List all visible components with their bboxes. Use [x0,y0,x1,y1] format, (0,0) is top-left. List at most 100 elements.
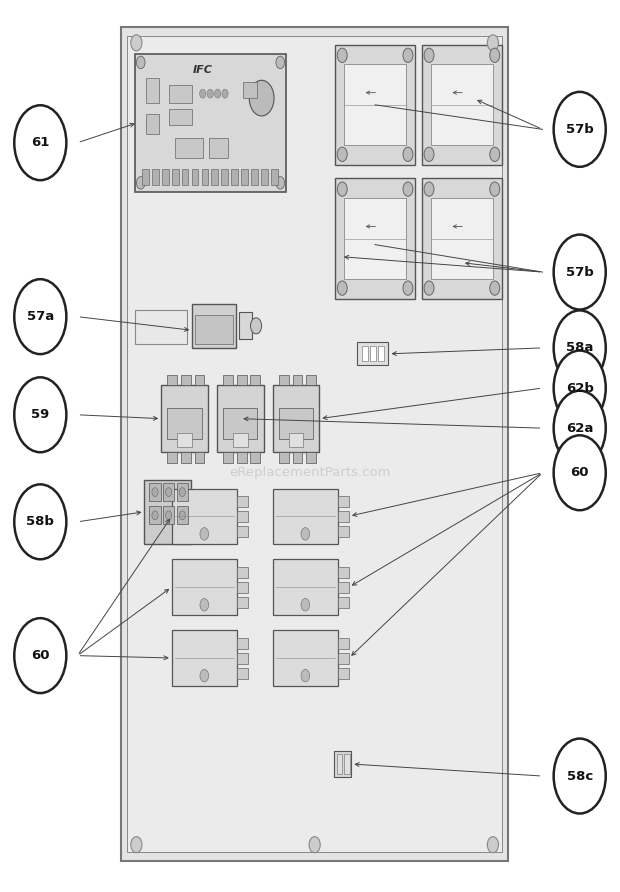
Bar [288,434,303,447]
Bar [237,653,248,664]
Bar [172,489,237,544]
Bar [192,303,236,348]
Text: IFC: IFC [193,64,213,75]
Bar [223,375,233,385]
Text: 58b: 58b [27,516,54,528]
Bar [161,385,208,452]
Circle shape [200,669,208,681]
Text: 57b: 57b [566,123,593,136]
Bar [237,511,248,523]
Circle shape [276,56,285,69]
Circle shape [152,511,158,520]
Text: 62a: 62a [566,422,593,434]
Circle shape [301,528,310,541]
Bar [338,496,349,508]
Bar [338,511,349,523]
Circle shape [215,89,221,98]
Bar [135,310,187,343]
Bar [237,452,247,463]
Bar [177,483,188,501]
Bar [271,169,278,185]
Circle shape [490,48,500,62]
Bar [127,36,502,852]
Bar [231,169,238,185]
Bar [169,85,192,103]
Circle shape [14,618,66,693]
Bar [162,169,169,185]
Bar [217,385,264,452]
Circle shape [179,511,185,520]
Circle shape [301,669,310,681]
Bar [202,169,208,185]
Bar [237,526,248,537]
Bar [149,507,161,524]
Bar [172,169,179,185]
Circle shape [403,182,413,196]
Bar [243,82,257,98]
Bar [241,169,248,185]
Bar [344,755,350,773]
Circle shape [554,92,606,167]
Circle shape [554,235,606,310]
Circle shape [554,435,606,510]
Bar [273,489,338,544]
Circle shape [166,488,172,497]
Circle shape [554,351,606,425]
Circle shape [14,377,66,452]
Bar [237,567,248,578]
Bar [237,582,248,593]
Bar [237,375,247,385]
Bar [338,638,349,649]
Circle shape [249,80,274,116]
Circle shape [337,182,347,196]
Text: 59: 59 [31,409,50,421]
Bar [209,138,228,158]
Bar [250,375,260,385]
Circle shape [554,391,606,466]
Bar [279,408,313,439]
Bar [237,668,248,679]
Text: 58a: 58a [566,342,593,354]
Bar [237,496,248,508]
Bar [152,169,159,185]
Circle shape [207,89,213,98]
Bar [146,78,159,103]
Bar [169,109,192,125]
Bar [279,375,289,385]
Bar [422,45,502,165]
Bar [250,452,260,463]
Text: 57a: 57a [27,310,54,323]
Circle shape [424,182,434,196]
Bar [195,315,232,343]
Bar [149,483,161,501]
Text: 60: 60 [570,467,589,479]
Text: 61: 61 [31,136,50,149]
Circle shape [487,35,498,51]
Bar [181,375,191,385]
Circle shape [131,35,142,51]
Circle shape [403,281,413,295]
Bar [163,483,174,501]
Bar [223,452,233,463]
Circle shape [424,281,434,295]
Bar [135,54,286,192]
Text: eReplacementParts.com: eReplacementParts.com [229,467,391,479]
Bar [293,452,303,463]
Bar [121,27,508,861]
Bar [431,198,493,279]
Bar [422,178,502,299]
Bar [177,434,192,447]
Bar [338,668,349,679]
Circle shape [200,528,208,541]
Bar [273,631,338,686]
Bar [334,751,352,777]
Circle shape [136,177,145,189]
Bar [306,375,316,385]
Bar [175,138,203,158]
Circle shape [200,599,208,611]
Bar [357,343,388,365]
Bar [237,638,248,649]
Circle shape [490,281,500,295]
Circle shape [490,147,500,161]
Bar [181,452,191,463]
